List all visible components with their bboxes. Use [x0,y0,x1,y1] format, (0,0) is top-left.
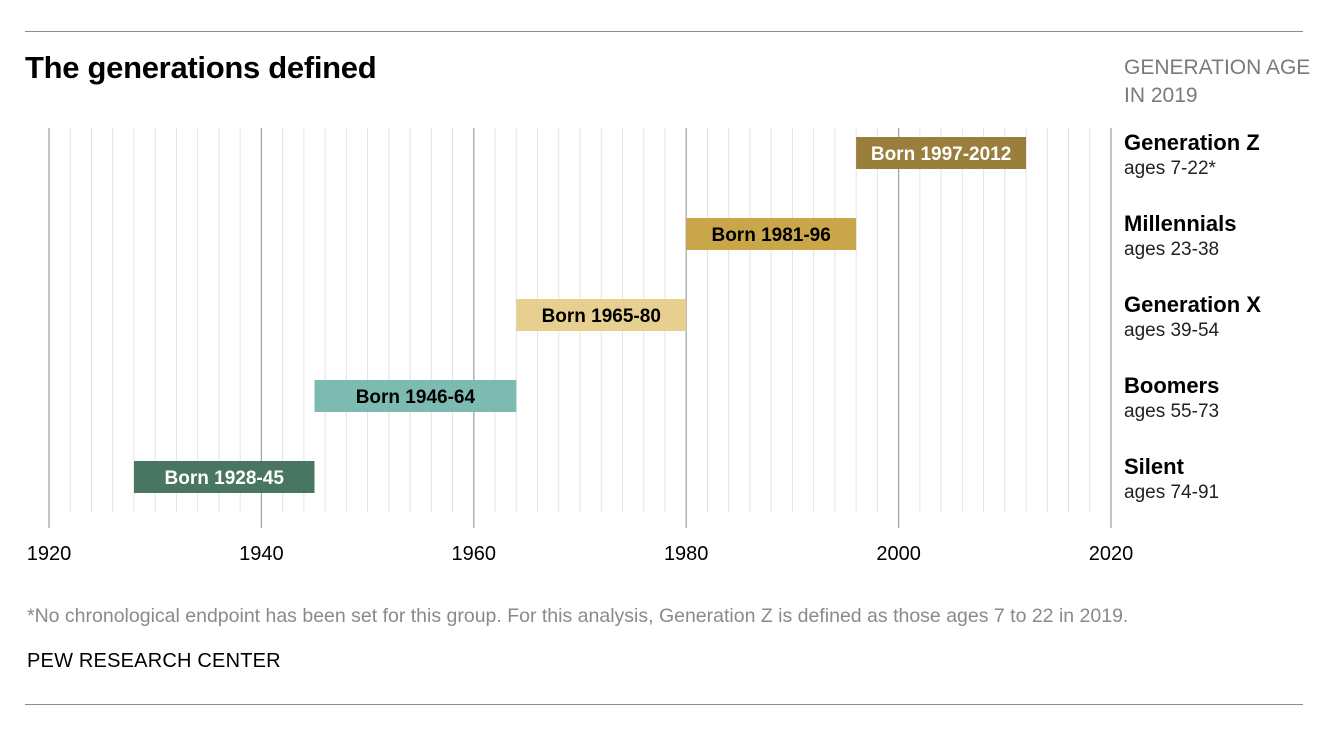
bar-label: Born 1997-2012 [871,144,1011,165]
generation-ages: ages 7-22* [1124,158,1216,179]
generation-ages: ages 39-54 [1124,320,1220,341]
timeline-chart: 1920 1940 1960 1980 2000 2020 Born 1997-2012 Bo… [27,128,1134,565]
range-bar [133,461,315,493]
side-header: GENERATION AGE IN 2019 [1124,54,1324,110]
x-tick-label: 2000 [876,543,921,565]
generation-name: Generation Z [1124,130,1260,155]
generation-label: Boomers ages 55-73 [1124,373,1324,425]
generation-label: Silent ages 74-91 [1124,454,1324,506]
generation-name: Boomers [1124,373,1220,398]
x-tick-label: 1920 [27,543,72,565]
generation-label: Generation Z ages 7-22* [1124,130,1324,182]
top-rule [25,31,1303,32]
side-header-line2: IN 2019 [1124,84,1198,107]
generation-label: Millennials ages 23-38 [1124,211,1324,263]
bar-label: Born 1946-64 [356,387,476,408]
generation-name: Generation X [1124,292,1261,317]
range-bar [686,218,857,250]
bar-label: Born 1928-45 [165,468,285,489]
generation-ages: ages 23-38 [1124,239,1220,260]
x-tick-label: 1980 [664,543,709,565]
x-tick-label: 1960 [452,543,497,565]
generation-ages: ages 55-73 [1124,401,1220,422]
bar-label: Born 1965-80 [542,306,661,327]
side-header-line1: GENERATION AGE [1124,56,1311,79]
footnote: *No chronological endpoint has been set … [27,605,1129,627]
x-tick-label: 1940 [239,543,284,565]
x-tick-label: 2020 [1089,543,1134,565]
bar-label: Born 1981-96 [711,225,830,246]
generation-ages: ages 74-91 [1124,482,1220,503]
generation-label: Generation X ages 39-54 [1124,292,1324,344]
range-bar [516,299,687,331]
bottom-rule [25,704,1303,705]
range-bar [314,380,517,412]
generation-name: Silent [1124,454,1184,479]
source-credit: PEW RESEARCH CENTER [27,650,281,672]
generation-name: Millennials [1124,211,1237,236]
chart-title: The generations defined [25,50,377,85]
range-bar [856,137,1027,169]
